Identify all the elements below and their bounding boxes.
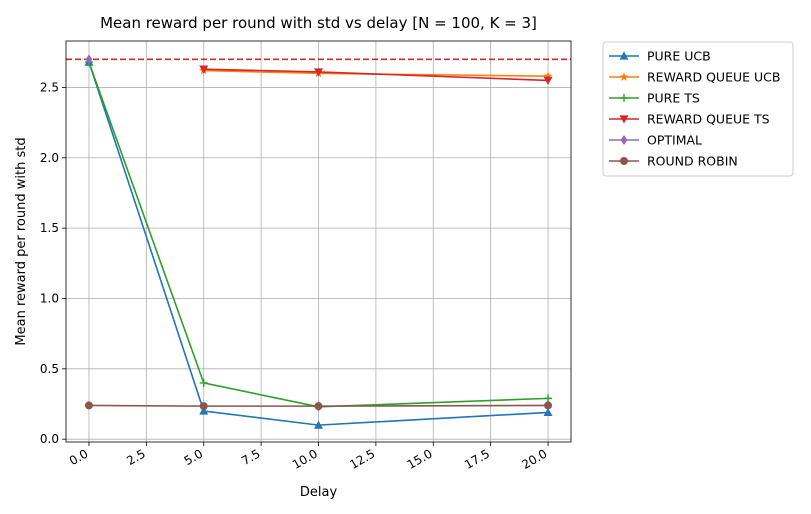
legend-label: REWARD QUEUE TS <box>647 112 770 127</box>
data-point <box>314 420 323 429</box>
legend-label: PURE UCB <box>647 49 711 64</box>
data-point <box>199 402 208 411</box>
legend-swatch-marker <box>619 115 629 124</box>
legend-swatch-marker <box>619 72 629 81</box>
x-tick-label: 10.0 <box>290 446 320 471</box>
x-tick-label: 2.5 <box>124 446 148 468</box>
data-point <box>199 378 208 387</box>
x-tick-label: 0.0 <box>67 446 91 468</box>
data-point <box>314 68 323 77</box>
data-point <box>314 402 323 411</box>
legend: PURE UCB REWARD QUEUE UCB PURE TS REWARD QU… <box>602 41 794 177</box>
legend-label: OPTIMAL <box>647 133 702 148</box>
data-point <box>199 65 209 74</box>
legend-label: REWARD QUEUE UCB <box>647 70 780 85</box>
legend-label: ROUND ROBIN <box>647 154 738 169</box>
y-axis-label: Mean reward per round with std <box>14 137 29 345</box>
legend-label: PURE TS <box>647 91 700 106</box>
y-tick-label: 2.5 <box>40 80 59 94</box>
data-point <box>543 71 553 81</box>
y-tick-label: 1.0 <box>40 291 59 305</box>
grid <box>66 41 571 442</box>
x-tick-label: 15.0 <box>405 446 435 471</box>
x-tick-label: 17.5 <box>462 446 492 471</box>
x-tick-label: 20.0 <box>519 446 549 471</box>
legend-swatch-marker <box>620 135 628 145</box>
legend-swatch-marker <box>620 157 628 165</box>
data-point <box>85 54 93 65</box>
series-pure-ucb <box>84 57 553 429</box>
series-round-robin <box>84 401 553 411</box>
y-tick-label: 1.5 <box>40 221 59 235</box>
chart-title: Mean reward per round with std vs delay … <box>100 14 537 32</box>
y-tick-label: 0.5 <box>40 362 59 376</box>
data-point <box>199 406 209 415</box>
legend-swatch-marker <box>620 94 628 102</box>
y-tick-label: 0.0 <box>40 432 59 446</box>
series-lines <box>84 54 553 429</box>
data-point <box>543 407 553 417</box>
series-line <box>88 61 549 426</box>
legend-box <box>602 41 794 177</box>
legend-swatch-marker <box>619 51 629 60</box>
y-tick-label: 2.0 <box>40 151 59 165</box>
data-point <box>544 394 553 403</box>
series-reward-queue-ts <box>199 65 553 85</box>
series-line <box>88 404 549 407</box>
series-optimal <box>85 54 93 65</box>
data-point <box>543 76 553 85</box>
x-tick-label: 12.5 <box>347 446 377 471</box>
series-line <box>88 61 549 408</box>
data-point <box>84 401 93 410</box>
x-axis-label: Delay <box>300 485 338 500</box>
x-tick-label: 5.0 <box>182 446 206 468</box>
x-tick-label: 7.5 <box>239 446 263 468</box>
data-point <box>544 401 553 410</box>
